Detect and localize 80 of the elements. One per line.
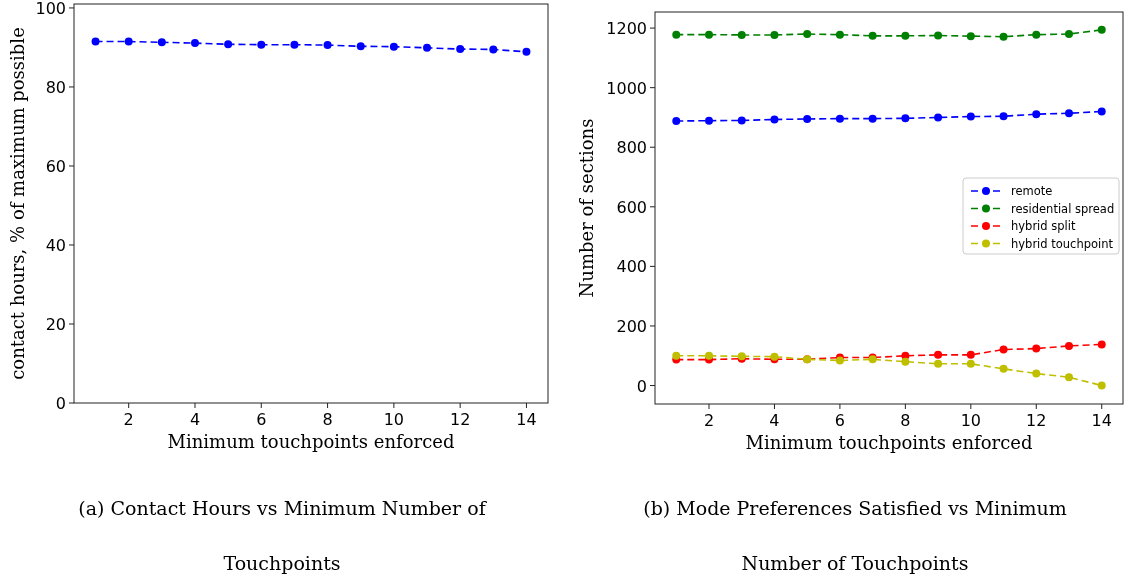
y-tick-label: 100	[35, 0, 66, 18]
point	[672, 30, 681, 39]
y-tick-label: 1200	[606, 19, 647, 39]
x-tick-label: 10	[383, 410, 405, 429]
point	[868, 114, 877, 123]
x-tick-label: 12	[1026, 411, 1047, 430]
point	[1097, 107, 1106, 116]
point	[672, 351, 681, 360]
point	[999, 364, 1008, 373]
point	[803, 30, 812, 39]
point	[1032, 110, 1041, 119]
point	[901, 114, 910, 123]
point	[1097, 340, 1106, 349]
point	[966, 32, 975, 41]
point	[901, 357, 910, 366]
x-tick-label: 14	[1091, 411, 1112, 430]
y-tick-label: 40	[45, 235, 66, 255]
point	[1032, 344, 1041, 353]
point	[868, 31, 877, 40]
point	[1065, 30, 1073, 39]
point	[934, 350, 943, 359]
x-tick-label: 14	[516, 410, 537, 429]
point	[1065, 109, 1073, 118]
y-tick-label: 800	[616, 138, 647, 158]
point	[999, 345, 1008, 354]
point	[966, 359, 975, 368]
point	[737, 30, 746, 39]
legend-label: remote	[1011, 184, 1053, 198]
x-tick-label: 6	[834, 411, 845, 430]
y-axis-title: Number of sections	[576, 118, 597, 298]
legend-label: residential spread	[1011, 201, 1115, 216]
y-tick-label: 1000	[606, 78, 647, 98]
y-tick-label: 80	[45, 77, 66, 97]
point	[672, 117, 681, 126]
y-tick-label: 20	[45, 314, 66, 334]
x-tick-label: 2	[123, 410, 134, 429]
y-tick-label: 200	[616, 316, 647, 336]
point	[705, 116, 713, 125]
y-tick-label: 600	[616, 197, 647, 217]
x-axis-title: Minimum touchpoints enforced	[745, 432, 1033, 453]
y-tick-label: 0	[636, 376, 647, 396]
x-tick-label: 6	[256, 410, 267, 429]
x-tick-label: 10	[960, 411, 981, 430]
point	[966, 112, 975, 121]
point	[705, 351, 713, 360]
point	[705, 30, 713, 39]
point	[770, 30, 779, 39]
point	[770, 115, 779, 124]
point	[1097, 25, 1106, 34]
text: (b) Mode Preferences Satisfied vs Minimum Number of Touchpoints	[643, 497, 1067, 574]
text: (a) Contact Hours vs Minimum Number of Touchpoints	[78, 497, 486, 574]
x-tick-label: 4	[769, 411, 780, 430]
point	[999, 112, 1008, 121]
point	[803, 114, 812, 123]
point	[1065, 373, 1073, 382]
x-tick-label: 12	[449, 410, 471, 429]
x-tick-label: 2	[703, 411, 715, 430]
point	[737, 116, 746, 125]
legend-label: hybrid split	[1011, 219, 1076, 233]
point	[835, 30, 844, 39]
point	[934, 31, 943, 40]
point	[1032, 30, 1041, 39]
x-tick-label: 8	[322, 410, 333, 429]
point	[966, 350, 975, 359]
point	[1032, 369, 1041, 378]
legend-label: hybrid touchpoint	[1011, 236, 1114, 251]
y-tick-label: 0	[55, 394, 66, 413]
point	[901, 31, 910, 40]
y-axis-title: contact hours, % of maximum possible	[7, 27, 28, 380]
point	[934, 113, 943, 122]
x-tick-label: 4	[189, 410, 201, 429]
point	[1065, 341, 1073, 350]
point	[934, 359, 943, 368]
point	[999, 32, 1008, 41]
point	[1097, 381, 1106, 390]
x-axis-title: Minimum touchpoints enforced	[167, 431, 455, 452]
x-tick-label: 8	[900, 411, 911, 430]
y-tick-label: 400	[616, 257, 647, 277]
y-tick-label: 60	[45, 156, 66, 176]
point	[835, 114, 844, 123]
